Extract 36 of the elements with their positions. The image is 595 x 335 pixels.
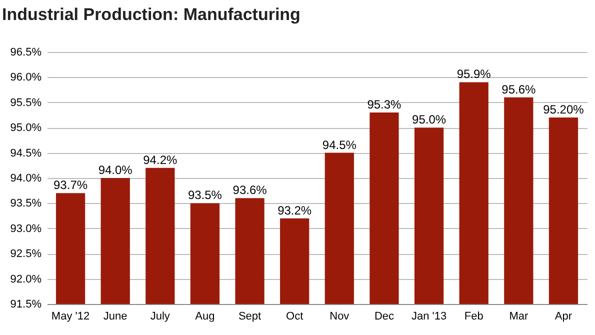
x-tick-label: Jan '13 — [411, 310, 447, 322]
y-tick-label: 94.0% — [10, 172, 42, 184]
x-tick-label: July — [150, 310, 170, 322]
data-label: 93.5% — [188, 188, 222, 202]
y-tick-label: 93.5% — [10, 198, 42, 210]
y-tick-label: 95.0% — [10, 122, 42, 134]
y-tick-label: 95.5% — [10, 96, 42, 109]
chart-title: Industrial Production: Manufacturing — [2, 5, 300, 24]
y-tick-label: 94.5% — [10, 147, 42, 160]
y-tick-label: 96.0% — [10, 72, 42, 84]
y-tick-label: 96.5% — [10, 46, 42, 58]
x-tick-label: Aug — [195, 310, 215, 322]
data-label: 95.20% — [543, 102, 584, 117]
y-tick-label: 91.5% — [10, 298, 42, 310]
data-label: 94.2% — [143, 152, 178, 167]
data-label: 93.7% — [54, 178, 88, 192]
x-tick-label: Mar — [509, 310, 528, 322]
data-label: 94.5% — [322, 138, 357, 152]
data-label: 94.0% — [98, 163, 133, 177]
y-tick-label: 92.5% — [10, 248, 42, 260]
x-tick-label: June — [103, 310, 128, 322]
x-tick-label: Sept — [238, 310, 262, 322]
x-tick-label: Oct — [286, 310, 304, 322]
y-tick-label: 92.0% — [10, 273, 42, 286]
y-tick-label: 93.0% — [10, 222, 42, 235]
data-label: 93.2% — [278, 203, 312, 218]
x-tick-label: Nov — [330, 310, 350, 322]
x-tick-label: Dec — [374, 310, 394, 322]
data-label: 95.9% — [456, 67, 492, 82]
x-tick-label: Feb — [464, 310, 484, 322]
data-label: 95.3% — [367, 97, 402, 112]
data-label: 95.6% — [502, 82, 536, 96]
data-label: 95.0% — [412, 112, 446, 127]
x-tick-label: Apr — [554, 310, 572, 322]
data-label: 93.6% — [232, 183, 268, 198]
x-tick-label: May '12 — [51, 310, 90, 322]
